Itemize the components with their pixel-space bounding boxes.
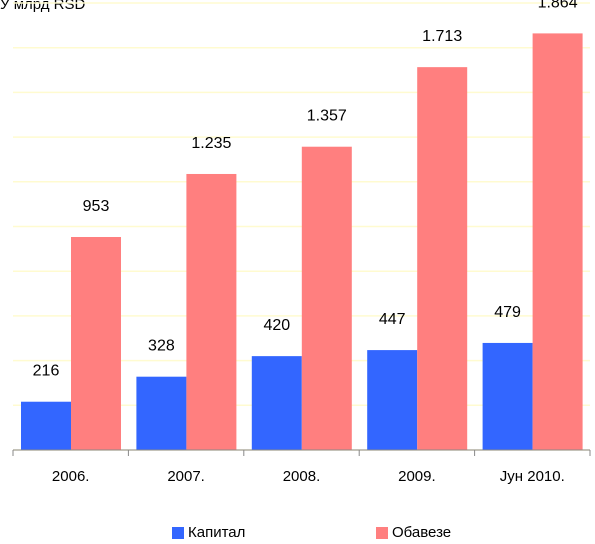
category-label: 2009. xyxy=(398,468,436,485)
bar-kapital xyxy=(251,356,302,450)
bar-obaveze xyxy=(417,67,468,450)
bar-kapital xyxy=(482,342,533,450)
category-label: Јун 2010. xyxy=(500,468,565,485)
value-label: 1.357 xyxy=(307,108,347,125)
value-labels: 216 953 328 1.235 420 1.357 447 1.713 479 1.864 xyxy=(33,0,578,380)
category-label: 2007. xyxy=(167,468,205,485)
value-label: 1.864 xyxy=(538,0,578,11)
value-label: 953 xyxy=(83,198,110,215)
legend-swatch-kapital xyxy=(172,526,184,539)
legend-item-kapital: Капитал xyxy=(172,524,245,541)
legend-item-obaveze: Обавезе xyxy=(376,524,451,541)
legend: Капитал Обавезе xyxy=(0,524,595,544)
value-label: 328 xyxy=(148,338,175,355)
value-label: 1.713 xyxy=(422,28,462,45)
bar-kapital xyxy=(136,376,187,450)
bar-obaveze xyxy=(71,237,121,450)
value-label: 420 xyxy=(263,317,290,334)
bar-obaveze xyxy=(186,173,237,451)
legend-swatch-obaveze xyxy=(376,526,388,539)
value-label: 1.235 xyxy=(191,135,231,152)
bar-chart: 216 953 328 1.235 420 1.357 447 1.713 479 1.864 2… xyxy=(12,0,591,485)
category-labels: 2006. 2007. 2008. 2009. Јун 2010. xyxy=(52,468,565,485)
bars xyxy=(21,33,583,451)
bar-kapital xyxy=(367,350,418,450)
bar-kapital xyxy=(21,401,71,450)
bar-obaveze xyxy=(301,146,352,450)
bar-obaveze xyxy=(532,33,583,451)
legend-label-kapital: Капитал xyxy=(188,524,246,541)
x-axis xyxy=(12,449,591,456)
category-label: 2008. xyxy=(283,468,321,485)
value-label: 479 xyxy=(494,304,521,321)
value-label: 216 xyxy=(33,363,60,380)
category-label: 2006. xyxy=(52,468,90,485)
legend-label-obaveze: Обавезе xyxy=(392,524,452,541)
value-label: 447 xyxy=(379,311,406,328)
